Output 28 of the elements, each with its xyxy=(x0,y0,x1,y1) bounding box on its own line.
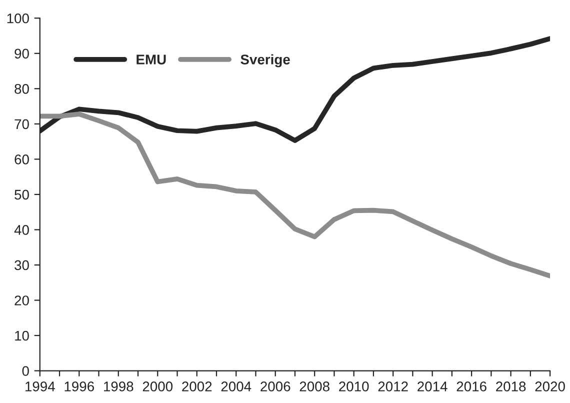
y-tick-label: 30 xyxy=(14,260,29,270)
x-tick-label: 1998 xyxy=(104,382,134,392)
y-tick-label: 0 xyxy=(22,366,29,376)
y-tick-label: 100 xyxy=(7,13,29,24)
y-tick-label: 80 xyxy=(14,84,29,94)
x-tick-label: 2016 xyxy=(456,382,486,392)
line-series xyxy=(40,112,550,278)
y-tick-label: 20 xyxy=(14,296,29,306)
x-tick-label: 1994 xyxy=(26,382,55,392)
x-tick-label: 2002 xyxy=(182,382,212,392)
x-tick-label: 2014 xyxy=(418,382,448,392)
x-tick-label: 2008 xyxy=(300,382,330,392)
x-tick-label: 2012 xyxy=(378,382,408,392)
x-tick-label: 2018 xyxy=(496,382,526,392)
legend-label: Sverige xyxy=(240,54,290,68)
x-tick-label: 2020 xyxy=(535,382,565,392)
x-tick-label: 2000 xyxy=(142,382,173,392)
x-tick-label: 2006 xyxy=(260,382,290,392)
y-tick-label: 90 xyxy=(14,48,29,59)
y-tick-label: 50 xyxy=(14,190,29,200)
y-tick-label: 40 xyxy=(14,225,29,235)
y-tick-label: 60 xyxy=(14,154,29,164)
x-tick-label: 2004 xyxy=(221,382,252,392)
x-tick-label: 1996 xyxy=(64,382,94,392)
y-tick-label: 70 xyxy=(14,119,29,130)
legend-label: EMU xyxy=(136,54,166,64)
y-tick-label: 10 xyxy=(15,330,29,341)
x-tick-label: 2010 xyxy=(339,382,369,392)
